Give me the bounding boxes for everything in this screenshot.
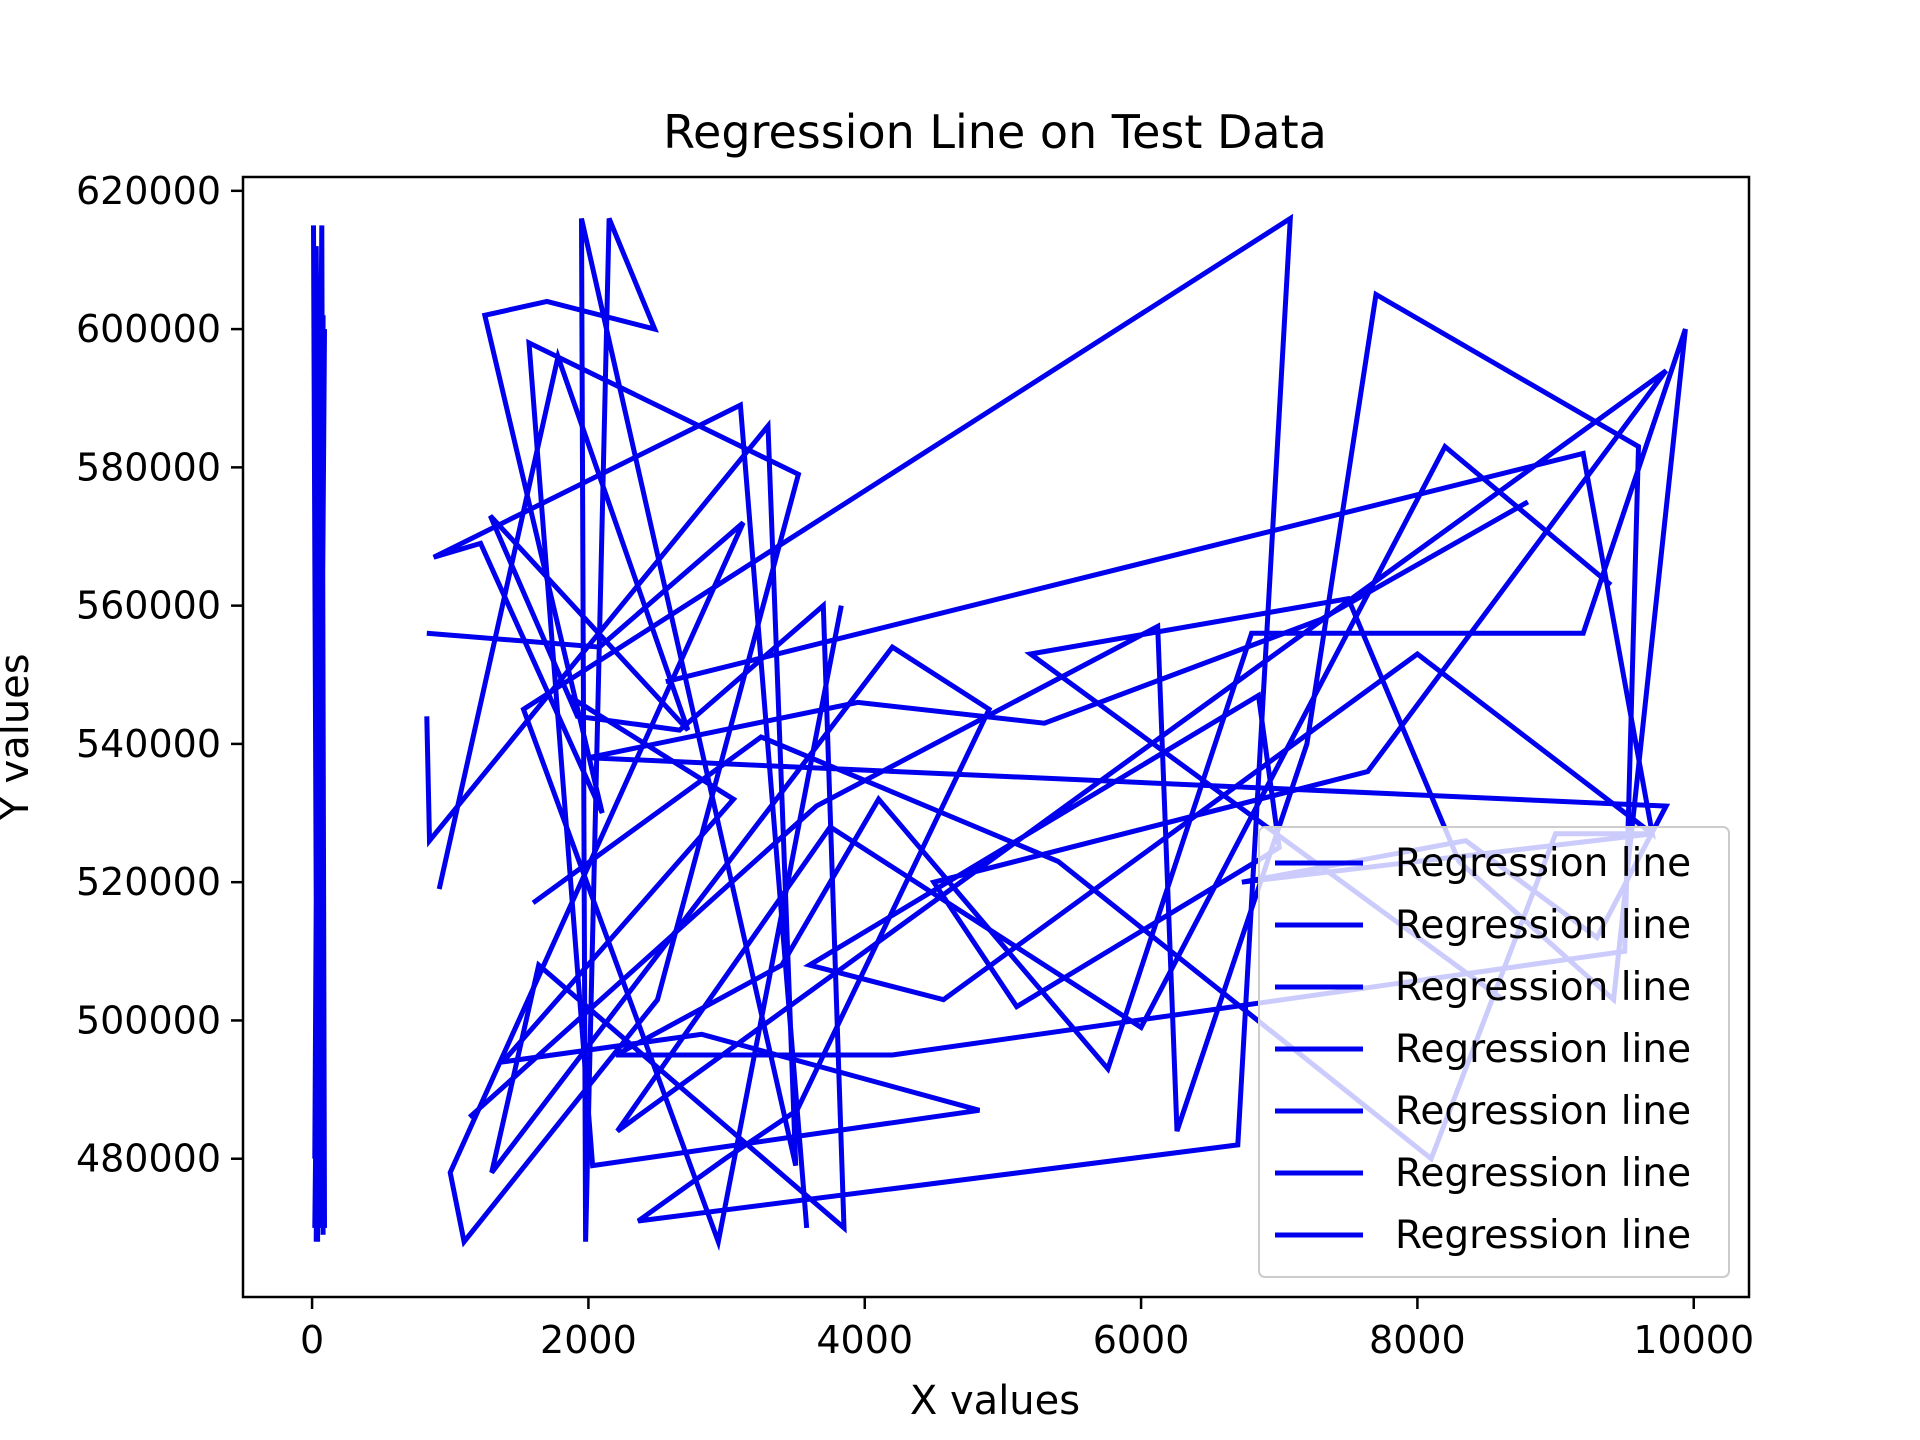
legend-label: Regression line bbox=[1395, 903, 1691, 948]
x-tick-label: 10000 bbox=[1633, 1318, 1754, 1362]
x-axis-label: X values bbox=[910, 1378, 1080, 1424]
x-tick-label: 4000 bbox=[816, 1318, 913, 1362]
x-tick-label: 6000 bbox=[1093, 1318, 1190, 1362]
plot-lines bbox=[311, 213, 1688, 1252]
legend-label: Regression line bbox=[1395, 1027, 1691, 1072]
legend-box bbox=[1258, 826, 1730, 1278]
series-line-2 bbox=[424, 217, 810, 1242]
y-tick-label: 500000 bbox=[76, 998, 221, 1042]
series-line-6 bbox=[615, 368, 1669, 1134]
x-tick-label: 2000 bbox=[540, 1318, 637, 1362]
x-tick-label: 0 bbox=[300, 1318, 324, 1362]
axes-frame bbox=[241, 175, 1751, 1299]
series-line-4 bbox=[436, 213, 1294, 1252]
series-line-1 bbox=[311, 225, 327, 1242]
legend-label: Regression line bbox=[1395, 841, 1691, 886]
x-axis: 0 2000 4000 6000 8000 10000 bbox=[300, 1297, 1754, 1362]
y-tick-label: 480000 bbox=[76, 1137, 221, 1181]
legend-label: Regression line bbox=[1395, 965, 1691, 1010]
y-axis: 480000 500000 520000 540000 560000 580000 6000… bbox=[76, 169, 243, 1181]
y-tick-label: 620000 bbox=[76, 169, 221, 213]
legend-label: Regression line bbox=[1395, 1089, 1691, 1134]
y-axis-label: Y values bbox=[0, 653, 38, 821]
legend: Regression line Regression line Regression… bbox=[1258, 826, 1730, 1278]
y-tick-label: 580000 bbox=[76, 445, 221, 489]
legend-label: Regression line bbox=[1395, 1213, 1691, 1258]
y-tick-label: 520000 bbox=[76, 860, 221, 904]
y-tick-label: 540000 bbox=[76, 722, 221, 766]
chart-title: Regression Line on Test Data bbox=[663, 105, 1327, 159]
legend-label: Regression line bbox=[1395, 1151, 1691, 1196]
x-tick-label: 8000 bbox=[1369, 1318, 1466, 1362]
y-tick-label: 600000 bbox=[76, 307, 221, 351]
y-tick-label: 560000 bbox=[76, 584, 221, 628]
